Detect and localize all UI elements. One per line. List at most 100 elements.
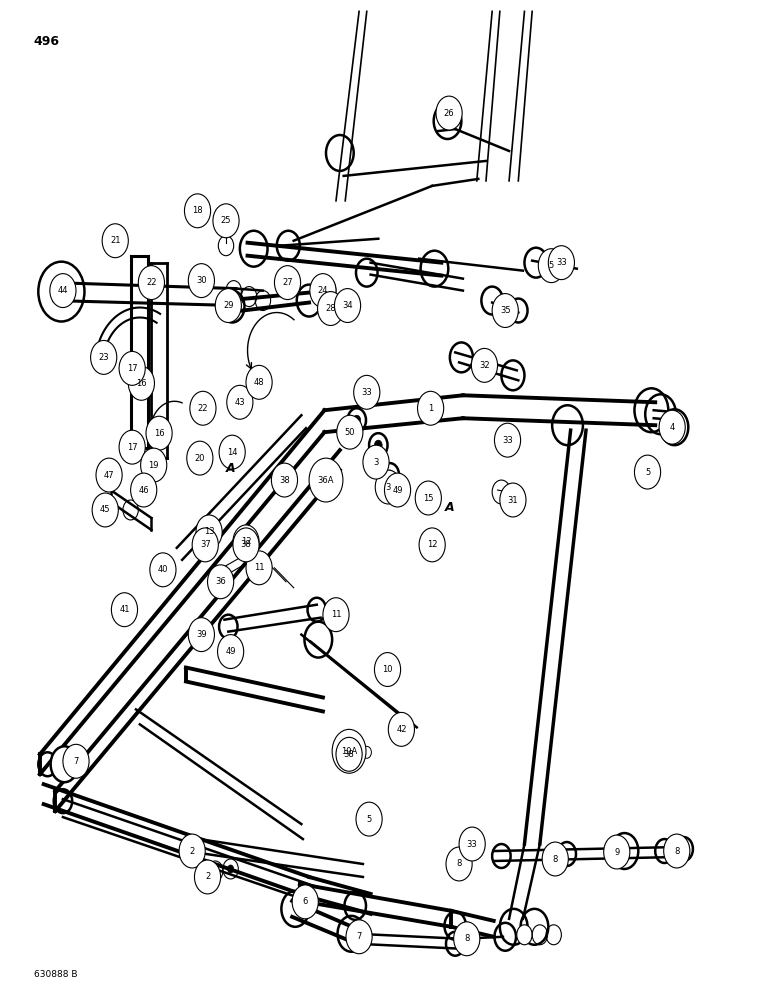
Circle shape — [418, 391, 444, 425]
Circle shape — [146, 416, 172, 450]
Circle shape — [212, 867, 218, 875]
Circle shape — [102, 224, 128, 258]
Text: 8: 8 — [456, 859, 462, 868]
Text: 3: 3 — [386, 483, 391, 492]
Circle shape — [538, 249, 564, 283]
Circle shape — [92, 493, 118, 527]
Circle shape — [190, 391, 216, 425]
Circle shape — [63, 744, 89, 778]
Circle shape — [215, 289, 242, 322]
Circle shape — [150, 553, 176, 587]
Circle shape — [384, 473, 411, 507]
Text: 630888 B: 630888 B — [34, 970, 77, 979]
Text: 19: 19 — [148, 461, 159, 470]
Circle shape — [375, 470, 401, 504]
Text: 29: 29 — [223, 301, 234, 310]
Text: 11: 11 — [330, 610, 341, 619]
Circle shape — [196, 515, 222, 549]
Circle shape — [310, 274, 336, 308]
Circle shape — [419, 528, 445, 562]
Text: 33: 33 — [361, 388, 372, 397]
Circle shape — [323, 598, 349, 632]
Text: 45: 45 — [100, 505, 110, 514]
Text: 49: 49 — [225, 647, 236, 656]
Text: 16: 16 — [136, 379, 147, 388]
Text: 17: 17 — [127, 364, 137, 373]
Circle shape — [275, 266, 300, 300]
Text: 3: 3 — [374, 458, 379, 467]
Circle shape — [119, 351, 145, 385]
Text: 41: 41 — [119, 605, 130, 614]
Circle shape — [388, 712, 415, 746]
Text: 2: 2 — [205, 872, 210, 881]
Circle shape — [192, 528, 218, 562]
Circle shape — [96, 458, 122, 492]
Circle shape — [337, 415, 363, 449]
Circle shape — [635, 455, 661, 489]
Circle shape — [659, 410, 686, 444]
Text: 34: 34 — [342, 301, 353, 310]
Circle shape — [332, 729, 366, 773]
Circle shape — [374, 440, 382, 450]
Circle shape — [353, 415, 361, 425]
Circle shape — [362, 746, 371, 758]
Text: A: A — [445, 501, 455, 514]
Text: 44: 44 — [58, 286, 68, 295]
Text: 31: 31 — [508, 496, 518, 505]
Circle shape — [246, 365, 273, 399]
Text: 26: 26 — [444, 109, 455, 118]
Text: 17: 17 — [127, 443, 137, 452]
Circle shape — [219, 435, 245, 469]
Circle shape — [50, 274, 76, 308]
Circle shape — [386, 470, 394, 480]
Text: 38: 38 — [241, 540, 252, 549]
Text: 47: 47 — [103, 471, 114, 480]
Text: 32: 32 — [479, 361, 489, 370]
Text: 5: 5 — [645, 468, 650, 477]
Text: 33: 33 — [556, 258, 567, 267]
Circle shape — [356, 802, 382, 836]
Circle shape — [128, 366, 154, 400]
Circle shape — [493, 294, 518, 327]
Text: A: A — [225, 462, 235, 475]
Circle shape — [336, 737, 362, 771]
Text: 50: 50 — [344, 428, 355, 437]
Circle shape — [221, 214, 229, 224]
Text: 22: 22 — [198, 404, 208, 413]
Circle shape — [188, 618, 215, 652]
Text: 43: 43 — [235, 398, 245, 407]
Circle shape — [272, 463, 297, 497]
Circle shape — [195, 860, 221, 894]
Circle shape — [218, 635, 244, 669]
Circle shape — [51, 746, 78, 782]
Circle shape — [185, 194, 211, 228]
Text: 8: 8 — [674, 847, 679, 856]
Circle shape — [130, 473, 157, 507]
Text: 20: 20 — [195, 454, 205, 463]
Circle shape — [179, 834, 205, 868]
Circle shape — [454, 922, 480, 956]
Circle shape — [227, 385, 253, 419]
Text: 15: 15 — [423, 494, 434, 503]
Text: 8: 8 — [553, 854, 558, 863]
Circle shape — [233, 528, 259, 562]
Circle shape — [334, 289, 361, 322]
Text: 16: 16 — [154, 429, 164, 438]
Text: 18: 18 — [192, 206, 203, 215]
Text: 6: 6 — [303, 897, 308, 906]
Circle shape — [138, 266, 164, 300]
Text: 12: 12 — [427, 540, 438, 549]
Text: 12: 12 — [241, 537, 251, 546]
Circle shape — [208, 565, 234, 599]
Circle shape — [141, 448, 167, 482]
Text: 25: 25 — [221, 216, 232, 225]
Circle shape — [246, 551, 273, 585]
Text: 5: 5 — [367, 815, 371, 824]
Text: 23: 23 — [98, 353, 109, 362]
Text: 36A: 36A — [318, 476, 334, 485]
Circle shape — [436, 96, 462, 130]
Text: 39: 39 — [196, 630, 207, 639]
Text: 496: 496 — [34, 35, 59, 48]
Circle shape — [516, 925, 532, 945]
Circle shape — [233, 525, 259, 559]
